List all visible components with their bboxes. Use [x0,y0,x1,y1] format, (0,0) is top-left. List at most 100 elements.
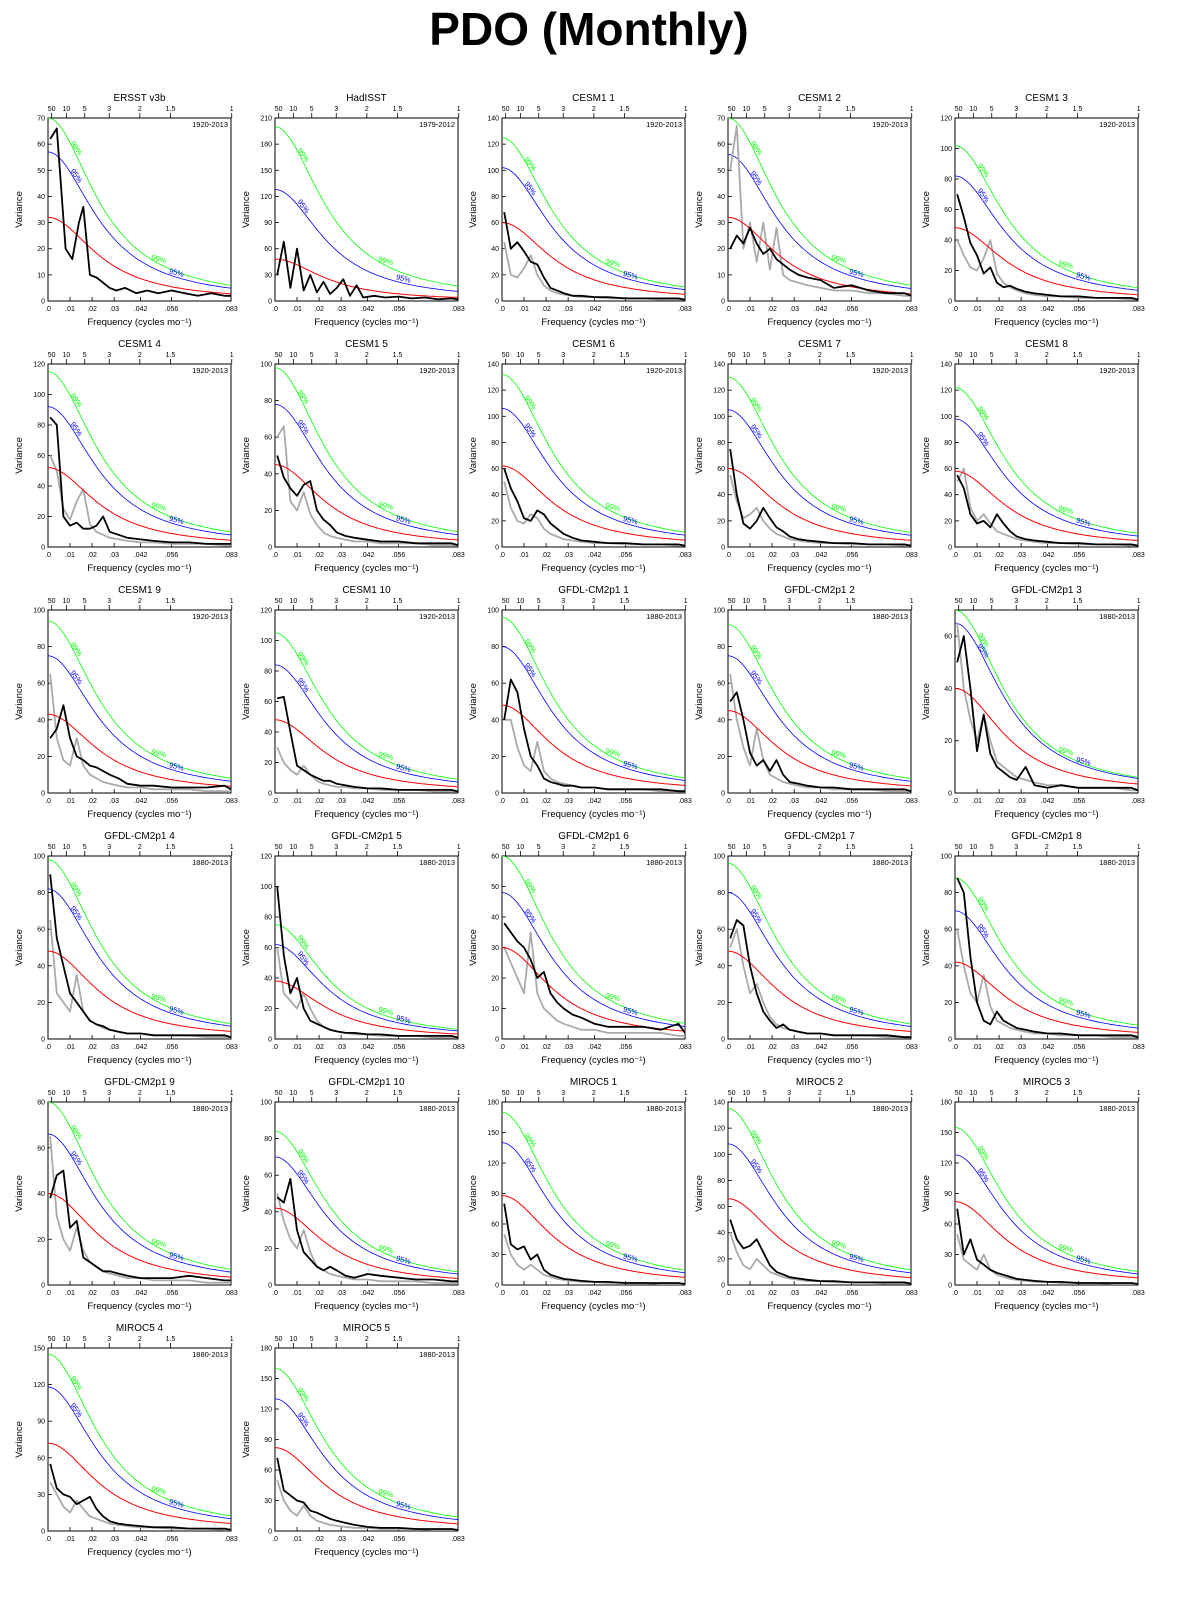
spectrum-panel: GFDL-CM2p1 5 1880-2013 50 10 5 3 2 1.5 1 .0 .01 .02… [241,831,465,1066]
period-tick-label: 2 [592,106,596,113]
panel-title: CESM1 9 [118,585,161,596]
period-tick-label: 50 [955,598,963,605]
x-tick-label: .0 [499,1044,505,1051]
red-noise-line [48,713,231,787]
x-axis-label: Frequency (cycles mo⁻¹) [994,1055,1098,1066]
ci95-label: 95% [976,430,992,448]
period-tick-label: 3 [107,598,111,605]
period-tick-label: 10 [516,1090,524,1097]
y-axis-label: Variance [694,1175,705,1212]
period-tick-label: 1 [910,1090,914,1097]
y-tick-label: 0 [721,299,725,306]
period-tick-label: 5 [310,352,314,359]
y-tick-label: 120 [487,1161,499,1168]
red-noise-line [955,961,1138,1033]
period-tick-label: 5 [990,844,994,851]
y-tick-label: 0 [721,1037,725,1044]
spectrum-line [956,877,1138,1039]
period-tick-label: 10 [742,1090,750,1097]
x-tick-label: .03 [109,798,119,805]
period-tick-label: 1 [457,598,461,605]
spectrum-panel: GFDL-CM2p1 3 1880-2013 50 10 5 3 2 1.5 1 .0 .01 .02… [921,585,1145,820]
y-tick-label: 80 [264,915,272,922]
period-tick-label: 5 [537,106,541,113]
period-tick-label: 5 [310,1090,314,1097]
period-tick-label: 50 [955,106,963,113]
spectrum-panel: GFDL-CM2p1 1 1880-2013 50 10 5 3 2 1.5 1 .0 .01 .02… [468,585,692,820]
x-tick-label: .042 [814,306,828,313]
y-tick-label: 100 [260,638,272,645]
ci95-label: 95% [1075,1008,1092,1021]
x-tick-label: .042 [361,306,375,313]
reference-spectrum-line [49,1481,231,1531]
ci99-line [48,1353,231,1517]
ci95-label: 95% [395,1499,412,1512]
spectrum-panel: CESM1 5 1920-2013 50 10 5 3 2 1.5 1 .0 .01 .02 .03 .0… [241,339,465,574]
x-tick-label: .03 [109,306,119,313]
ci99-label: 99% [1057,745,1074,758]
ci95-line [502,892,685,1027]
period-tick-label: 10 [62,844,70,851]
x-tick-label: .083 [451,1290,465,1297]
panel-title: GFDL-CM2p1 9 [104,1077,175,1088]
plot-frame [954,363,1139,548]
period-tick-label: 5 [83,106,87,113]
spectrum-line [276,886,458,1039]
x-tick-label: .03 [109,1290,119,1297]
y-tick-label: 40 [717,963,725,970]
y-tick-label: 60 [944,207,952,214]
x-tick-label: .042 [134,1044,148,1051]
ci99-label: 99% [749,396,765,414]
panel-title: GFDL-CM2p1 10 [328,1077,405,1088]
ci99-label: 99% [296,1147,312,1165]
period-tick-label: 3 [334,1090,338,1097]
y-tick-label: 100 [487,168,499,175]
ci99-label: 99% [604,501,621,514]
y-tick-label: 40 [264,730,272,737]
ci95-label: 95% [168,266,185,279]
spectrum-panel: HadISST 1979-2012 50 10 5 3 2 1.5 1 .0 .01 .02 .03 .0… [241,93,465,328]
x-tick-label: .083 [678,306,692,313]
period-tick-label: 10 [62,598,70,605]
reference-spectrum-line [276,1193,458,1285]
y-tick-label: 0 [721,791,725,798]
ci99-line [48,118,231,286]
x-axis-label: Frequency (cycles mo⁻¹) [541,809,645,820]
ci95-line [275,664,458,783]
y-tick-label: 70 [717,116,725,123]
y-tick-label: 100 [260,1100,272,1107]
x-tick-label: .083 [224,306,238,313]
red-noise-line [502,704,685,786]
ci95-line [502,408,685,536]
period-tick-label: 1 [230,844,234,851]
x-tick-label: .042 [588,798,602,805]
spectrum-line [503,468,685,547]
y-tick-label: 40 [37,717,45,724]
spectrum-line [729,448,911,547]
ci95-label: 95% [296,1168,312,1186]
y-axis-label: Variance [241,1421,252,1458]
y-tick-label: 20 [264,1246,272,1253]
y-tick-label: 0 [948,1037,952,1044]
red-noise-line [48,216,231,295]
red-noise-line [728,216,911,295]
period-tick-label: 10 [742,106,750,113]
x-tick-label: .042 [134,1536,148,1543]
ci95-label: 95% [168,1250,185,1263]
y-axis-label: Variance [241,437,252,474]
y-tick-label: 0 [948,545,952,552]
x-tick-label: .02 [767,1290,777,1297]
y-tick-label: 40 [37,963,45,970]
y-tick-label: 0 [948,299,952,306]
x-tick-label: .01 [519,1290,529,1297]
period-tick-label: 1 [910,106,914,113]
y-tick-label: 40 [264,1209,272,1216]
y-tick-label: 60 [944,927,952,934]
x-tick-label: .0 [952,1290,958,1297]
ci99-label: 99% [830,992,847,1005]
period-tick-label: 2 [818,106,822,113]
x-tick-label: .02 [994,306,1004,313]
y-tick-label: 100 [713,1152,725,1159]
y-axis-label: Variance [241,191,252,228]
period-tick-label: 1 [230,352,234,359]
